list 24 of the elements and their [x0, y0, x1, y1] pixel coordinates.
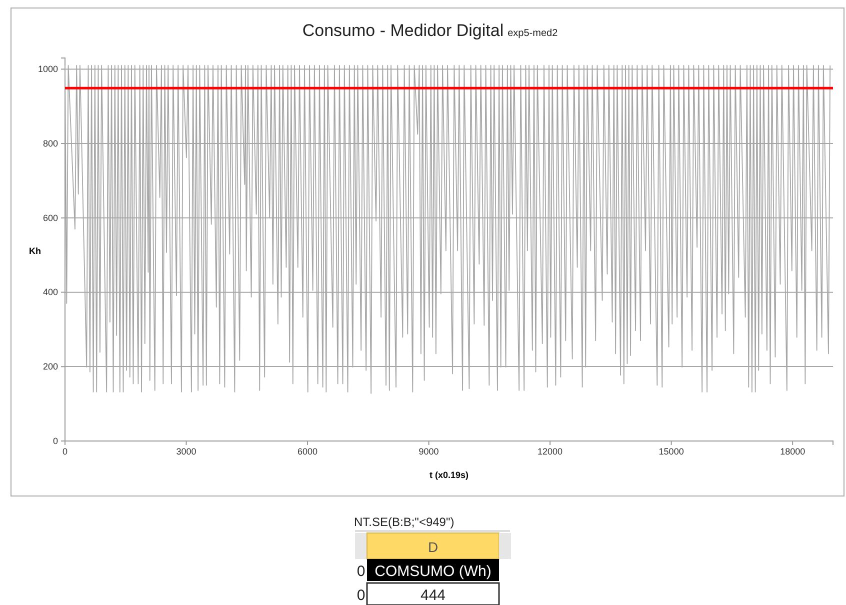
text: D: [428, 539, 438, 555]
y-tick-label: 1000: [38, 64, 58, 74]
y-tick-label: 600: [42, 212, 58, 223]
x-tick-label: 3000: [176, 446, 196, 456]
chart-subtitle: exp5-med2: [508, 28, 558, 39]
x-tick-label: 9000: [418, 446, 439, 456]
x-tick-label: 18000: [780, 446, 806, 456]
y-tick-label: 400: [42, 287, 58, 298]
x-tick-label: 0: [62, 446, 68, 456]
y-axis-title: Kh: [29, 246, 41, 256]
text: COMSUMO (Wh): [374, 563, 492, 580]
y-tick-label: 200: [42, 362, 58, 372]
x-axis-title: t (x0.19s): [429, 470, 469, 480]
y-tick-label: 0: [52, 436, 58, 446]
y-tick-label: 800: [42, 138, 58, 148]
text: 0: [356, 587, 366, 604]
text: 0: [356, 563, 366, 580]
line-series: [64, 64, 831, 394]
chart-title: Consumo - Medidor Digital: [302, 21, 504, 40]
x-tick-label: 6000: [298, 446, 318, 456]
x-tick-label: 15000: [658, 446, 684, 456]
text: NT.SE(B:B;"<949"): [354, 515, 454, 529]
text: 444: [420, 587, 446, 604]
x-tick-label: 12000: [538, 446, 563, 456]
